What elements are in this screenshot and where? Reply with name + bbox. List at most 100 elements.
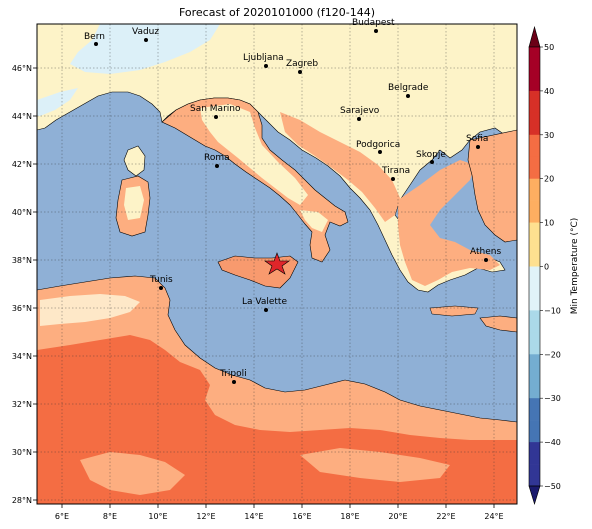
colorbar-segment xyxy=(529,156,540,179)
colorbar-extend-bottom xyxy=(528,485,541,506)
grid-lines xyxy=(37,24,517,504)
city-dot xyxy=(484,258,488,262)
city-label: Zagreb xyxy=(286,59,318,69)
colorbar-segment xyxy=(529,222,540,245)
city-label: Ljubljana xyxy=(243,53,284,63)
colorbar-tick-label: 0 xyxy=(544,263,549,272)
city-dot xyxy=(264,64,268,68)
city-label: Sofia xyxy=(466,134,488,144)
star-marker xyxy=(264,252,290,275)
turkey-south-coast xyxy=(479,315,517,333)
city-dot xyxy=(159,286,163,290)
city-label: Tirana xyxy=(381,166,410,176)
city-dot xyxy=(391,177,395,181)
city-dot xyxy=(378,150,382,154)
balkan-coast-warm xyxy=(280,112,400,222)
colorbar-segment xyxy=(529,134,540,158)
city-label: Bern xyxy=(84,32,105,42)
colorbar-label: Min Temperature (°C) xyxy=(570,218,580,315)
lat-label: 34°N xyxy=(12,352,32,361)
alps-cold-region-2 xyxy=(37,88,78,116)
lon-label: 14°E xyxy=(244,512,263,521)
city-label: Sarajevo xyxy=(340,106,380,116)
city-dot xyxy=(357,117,361,121)
colorbar-tick-label: −50 xyxy=(544,482,561,491)
city-dot xyxy=(214,115,218,119)
city-label: Podgorica xyxy=(356,140,400,150)
lat-label: 40°N xyxy=(12,208,32,217)
city-label: Skopje xyxy=(416,150,446,160)
greece-warm xyxy=(398,160,500,286)
colorbar-tick-label: 50 xyxy=(544,43,554,52)
city-dot xyxy=(374,29,378,33)
city-label: Belgrade xyxy=(388,83,429,93)
city-dot xyxy=(430,160,434,164)
colorbar-segment xyxy=(529,288,540,311)
colorbar-extend-top xyxy=(528,25,541,48)
colorbar-segment xyxy=(529,266,540,289)
city-dot xyxy=(298,70,302,74)
city-dot xyxy=(476,145,480,149)
colorbar-segment xyxy=(529,112,540,136)
lon-label: 22°E xyxy=(436,512,455,521)
colorbar-tick-label: 10 xyxy=(544,219,554,228)
lon-label: 10°E xyxy=(148,512,167,521)
colorbar-tick-label: −10 xyxy=(544,306,561,315)
city-dot xyxy=(144,38,148,42)
lat-label: 38°N xyxy=(12,256,32,265)
lat-label: 36°N xyxy=(12,304,32,313)
colorbar-tick-label: −40 xyxy=(544,438,561,447)
turkey-coast xyxy=(467,129,517,243)
city-dot xyxy=(94,42,98,46)
latitude-labels: 46°N 44°N 42°N 40°N 38°N 36°N 34°N 32°N 30°N 28°N xyxy=(12,64,37,505)
city-label: Vaduz xyxy=(132,27,159,37)
colorbar-tick-label: −30 xyxy=(544,394,561,403)
city-dot xyxy=(232,380,236,384)
colorbar-tick-label: 30 xyxy=(544,131,554,140)
colorbar-segment xyxy=(529,310,540,333)
lon-label: 20°E xyxy=(388,512,407,521)
longitude-labels: 6°E 8°E 10°E 12°E 14°E 16°E 18°E 20°E 22°E 24°E xyxy=(55,504,504,521)
lon-label: 16°E xyxy=(292,512,311,521)
italy-south-cold xyxy=(300,210,328,232)
colorbar-tick-label: −20 xyxy=(544,350,561,359)
colorbar-segment xyxy=(529,200,540,223)
lat-label: 42°N xyxy=(12,160,32,169)
colorbar-segment xyxy=(529,420,540,443)
colorbar-tick-label: 20 xyxy=(544,175,554,184)
lon-label: 24°E xyxy=(484,512,503,521)
city-label: Tripoli xyxy=(219,369,247,379)
lat-label: 32°N xyxy=(12,400,32,409)
colorbar-segment xyxy=(529,398,540,421)
corsica-land xyxy=(123,145,146,177)
colorbar-segment xyxy=(529,90,540,114)
lon-label: 12°E xyxy=(196,512,215,521)
city-label: Tunis xyxy=(149,275,173,285)
city-label: Roma xyxy=(204,153,230,163)
colorbar-segment xyxy=(529,354,540,377)
sardinia-inner xyxy=(124,186,144,220)
italy-land xyxy=(161,97,349,263)
city-label: Budapest xyxy=(352,18,395,28)
lat-label: 28°N xyxy=(12,496,32,505)
colorbar-segment xyxy=(529,244,540,267)
city-dot xyxy=(215,164,219,168)
colorbar-segment xyxy=(529,442,540,465)
lon-label: 18°E xyxy=(340,512,359,521)
city-label: Athens xyxy=(470,247,501,257)
alps-cold-region xyxy=(70,24,220,74)
colorbar-segment xyxy=(529,47,540,70)
lat-label: 44°N xyxy=(12,112,32,121)
colorbar-tick-label: 40 xyxy=(544,87,554,96)
city-dot xyxy=(406,94,410,98)
colorbar-segment xyxy=(529,376,540,399)
coastal-light xyxy=(40,294,140,326)
sahara-warm-patch xyxy=(80,452,185,495)
city-dot xyxy=(264,308,268,312)
colorbar: 50 40 30 20 10 0 −10 −20 −30 −40 −50 xyxy=(528,25,561,506)
map-title: Forecast of 2020101000 (f120-144) xyxy=(178,6,376,19)
colorbar-segment xyxy=(529,68,540,92)
lon-label: 6°E xyxy=(55,512,69,521)
